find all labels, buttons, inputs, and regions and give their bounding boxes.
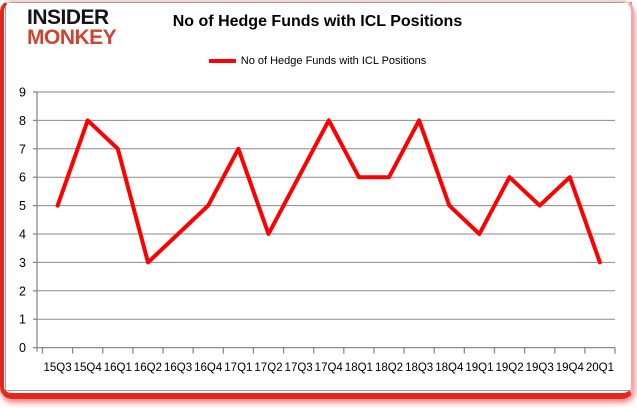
x-tick-label-19Q3: 19Q3 [526, 362, 554, 374]
x-tick-label-20Q1: 20Q1 [586, 362, 614, 374]
x-tick-label-17Q4: 17Q4 [315, 362, 344, 374]
x-tick-label-19Q1: 19Q1 [465, 362, 493, 374]
y-tick-label-1: 1 [19, 313, 26, 327]
y-tick-label-6: 6 [19, 171, 26, 185]
y-tick-label-8: 8 [19, 114, 26, 128]
x-tick-label-16Q3: 16Q3 [164, 362, 192, 374]
y-tick-label-4: 4 [19, 228, 26, 242]
x-tick-label-17Q1: 17Q1 [224, 362, 252, 374]
x-tick-label-15Q3: 15Q3 [43, 362, 71, 374]
y-tick-label-0: 0 [19, 341, 26, 355]
x-tick-label-16Q4: 16Q4 [194, 362, 223, 374]
legend-line-swatch [208, 59, 236, 63]
legend-label: No of Hedge Funds with ICL Positions [240, 55, 427, 67]
x-tick-label-19Q2: 19Q2 [495, 362, 523, 374]
x-tick-label-18Q2: 18Q2 [375, 362, 403, 374]
x-tick-label-18Q4: 18Q4 [435, 362, 464, 374]
x-tick-label-16Q2: 16Q2 [134, 362, 162, 374]
logo-text-insider: INSIDER [27, 6, 109, 29]
insider-monkey-logo: INSIDER MONKEY [27, 6, 117, 49]
y-tick-label-9: 9 [19, 86, 26, 100]
y-tick-label-3: 3 [19, 256, 26, 270]
logo-text-monkey: MONKEY [27, 26, 117, 49]
y-tick-label-2: 2 [19, 284, 26, 298]
y-tick-label-7: 7 [19, 142, 26, 156]
x-tick-label-18Q3: 18Q3 [405, 362, 433, 374]
x-tick-label-15Q4: 15Q4 [74, 362, 103, 374]
y-tick-label-5: 5 [19, 199, 26, 213]
legend: No of Hedge Funds with ICL Positions [5, 55, 630, 67]
series-line-hedge-funds [55, 118, 602, 265]
chart-title: No of Hedge Funds with ICL Positions [172, 13, 463, 30]
x-tick-label-17Q2: 17Q2 [254, 362, 282, 374]
x-tick-label-18Q1: 18Q1 [345, 362, 373, 374]
x-tick-label-19Q4: 19Q4 [556, 362, 585, 374]
x-tick-label-17Q3: 17Q3 [285, 362, 313, 374]
x-tick-label-16Q1: 16Q1 [104, 362, 132, 374]
